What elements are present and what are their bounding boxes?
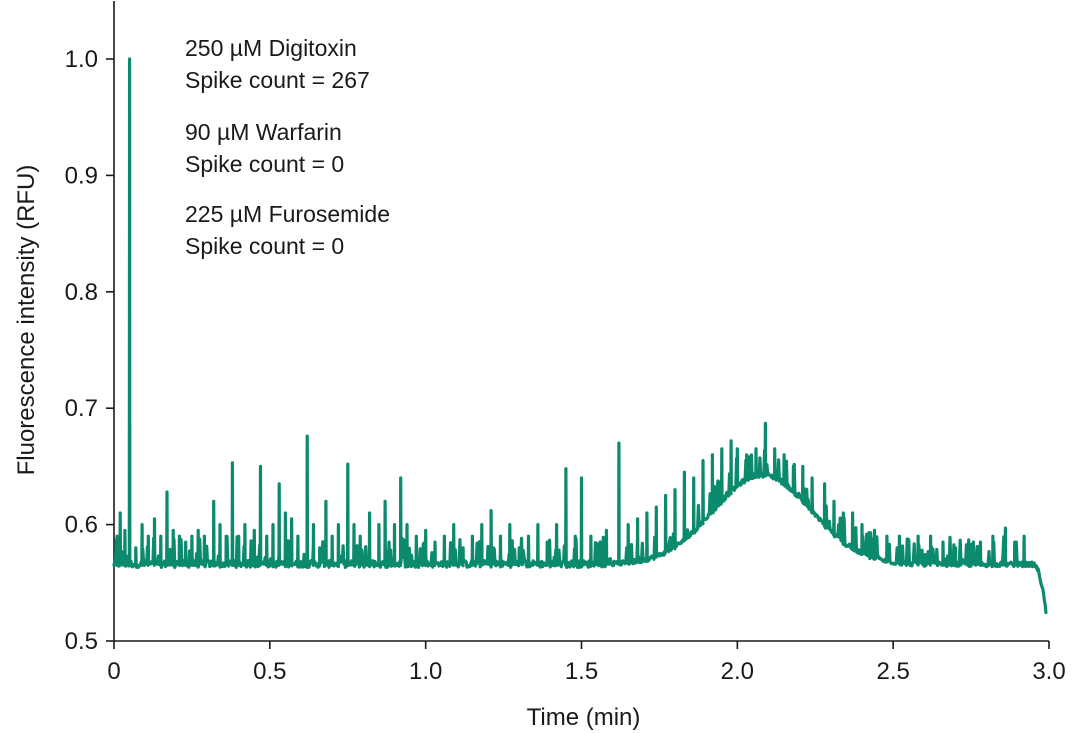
y-ticks: 0.5 0.6 0.7 0.8 0.9 1.0 — [65, 46, 114, 655]
y-tick-label: 0.5 — [65, 628, 98, 655]
y-tick-label: 0.9 — [65, 162, 98, 189]
x-tick-label: 0 — [107, 658, 120, 685]
axes: 0.5 0.6 0.7 0.8 0.9 1.0 0 0.5 1.0 1.5 2.0 2.5 3.0 — [65, 1, 1066, 685]
x-tick-label: 2.0 — [721, 658, 754, 685]
y-tick-label: 0.8 — [65, 279, 98, 306]
annotation-compound-label: 250 µM Digitoxin — [185, 35, 357, 61]
x-ticks: 0 0.5 1.0 1.5 2.0 2.5 3.0 — [107, 641, 1066, 685]
y-tick-label: 0.7 — [65, 395, 98, 422]
annotation-compound-label: 225 µM Furosemide — [185, 201, 390, 227]
annotation-spike-count: Spike count = 267 — [185, 67, 370, 93]
x-tick-label: 0.5 — [253, 658, 286, 685]
y-axis-title: Fluorescence intensity (RFU) — [13, 165, 40, 476]
y-tick-label: 1.0 — [65, 46, 98, 73]
y-tick-label: 0.6 — [65, 512, 98, 539]
x-tick-label: 1.5 — [565, 658, 598, 685]
annotation-spike-count: Spike count = 0 — [185, 233, 344, 259]
x-axis-title: Time (min) — [527, 704, 641, 731]
x-tick-label: 3.0 — [1032, 658, 1065, 685]
annotation-block: 250 µM Digitoxin Spike count = 267 90 µM W… — [185, 35, 390, 259]
x-tick-label: 2.5 — [876, 658, 909, 685]
x-tick-label: 1.0 — [409, 658, 442, 685]
annotation-spike-count: Spike count = 0 — [185, 151, 344, 177]
annotation-compound-label: 90 µM Warfarin — [185, 119, 342, 145]
fluorescence-trace-line — [112, 57, 1048, 615]
